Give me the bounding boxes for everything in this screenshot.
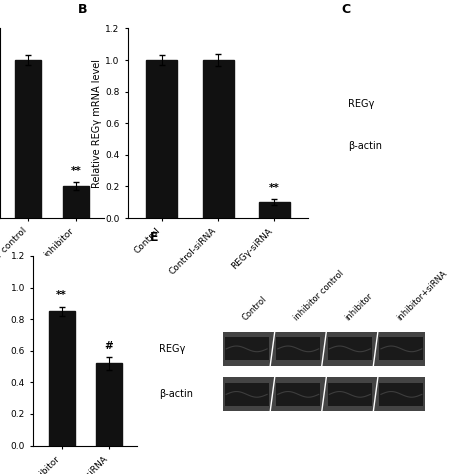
Text: B: B [78,3,87,16]
Text: **: ** [56,290,67,300]
Y-axis label: Relative REGγ mRNA level: Relative REGγ mRNA level [92,59,102,188]
Text: REGγ: REGγ [347,99,374,109]
Bar [146,60,177,218]
Text: #: # [105,341,113,351]
Text: E: E [150,231,159,244]
Text: C: C [341,3,350,16]
Text: β-actin: β-actin [159,389,193,400]
Bar [63,186,89,218]
Bar [15,60,41,218]
Bar [48,311,75,446]
Text: β-actin: β-actin [347,141,382,151]
Bar [259,202,290,218]
Text: inhibitor: inhibitor [344,291,374,322]
Bar [96,364,122,446]
Text: inhibitor control: inhibitor control [292,269,346,322]
Bar [202,60,234,218]
Text: **: ** [269,183,280,193]
Text: inhibitor+siRNA: inhibitor+siRNA [395,269,448,322]
Text: REGγ: REGγ [159,344,186,354]
Text: **: ** [71,166,81,176]
Text: Control: Control [240,294,268,322]
